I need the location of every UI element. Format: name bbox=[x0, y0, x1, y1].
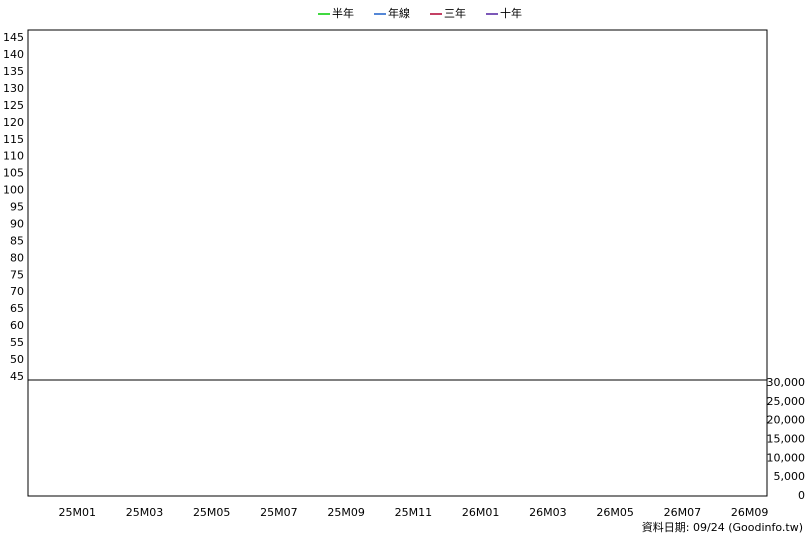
y2-tick-label: 20,000 bbox=[767, 414, 806, 427]
y-tick-label: 140 bbox=[3, 48, 24, 61]
x-tick-label: 26M07 bbox=[664, 506, 702, 519]
x-tick-label: 25M05 bbox=[193, 506, 231, 519]
y-tick-label: 60 bbox=[10, 319, 24, 332]
source-note: 資料日期: 09/24 (Goodinfo.tw) bbox=[642, 520, 803, 534]
x-tick-label: 26M01 bbox=[462, 506, 500, 519]
y-tick-label: 145 bbox=[3, 31, 24, 44]
x-tick-label: 26M09 bbox=[731, 506, 769, 519]
y-tick-label: 45 bbox=[10, 370, 24, 383]
x-tick-label: 25M09 bbox=[327, 506, 365, 519]
y-tick-label: 105 bbox=[3, 167, 24, 180]
y-tick-label: 130 bbox=[3, 82, 24, 95]
y-tick-label: 135 bbox=[3, 65, 24, 78]
x-tick-label: 26M03 bbox=[529, 506, 567, 519]
y-tick-label: 125 bbox=[3, 99, 24, 112]
x-tick-label: 26M05 bbox=[596, 506, 634, 519]
y2-tick-label: 10,000 bbox=[767, 451, 806, 464]
y-tick-label: 90 bbox=[10, 217, 24, 230]
y-tick-label: 75 bbox=[10, 268, 24, 281]
y2-tick-label: 25,000 bbox=[767, 395, 806, 408]
y-tick-label: 100 bbox=[3, 184, 24, 197]
plot-frame bbox=[27, 29, 768, 497]
legend-label: 年線 bbox=[388, 6, 410, 20]
y-tick-label: 55 bbox=[10, 336, 24, 349]
y2-tick-label: 30,000 bbox=[767, 376, 806, 389]
x-tick-label: 25M07 bbox=[260, 506, 298, 519]
legend-label: 半年 bbox=[332, 6, 354, 20]
y-tick-label: 70 bbox=[10, 285, 24, 298]
y2-tick-label: 15,000 bbox=[767, 433, 806, 446]
y-tick-label: 80 bbox=[10, 251, 24, 264]
y-tick-label: 95 bbox=[10, 201, 24, 214]
x-tick-label: 25M01 bbox=[58, 506, 96, 519]
y-tick-label: 50 bbox=[10, 353, 24, 366]
y-tick-label: 65 bbox=[10, 302, 24, 315]
y-tick-label: 120 bbox=[3, 116, 24, 129]
y-tick-label: 115 bbox=[3, 133, 24, 146]
y2-tick-label: 0 bbox=[798, 489, 805, 502]
x-tick-label: 25M03 bbox=[126, 506, 164, 519]
y-tick-label: 110 bbox=[3, 150, 24, 163]
y2-tick-label: 5,000 bbox=[774, 470, 806, 483]
legend-label: 十年 bbox=[500, 6, 522, 20]
x-tick-label: 25M11 bbox=[395, 506, 433, 519]
y-tick-label: 85 bbox=[10, 234, 24, 247]
legend-label: 三年 bbox=[444, 6, 466, 20]
